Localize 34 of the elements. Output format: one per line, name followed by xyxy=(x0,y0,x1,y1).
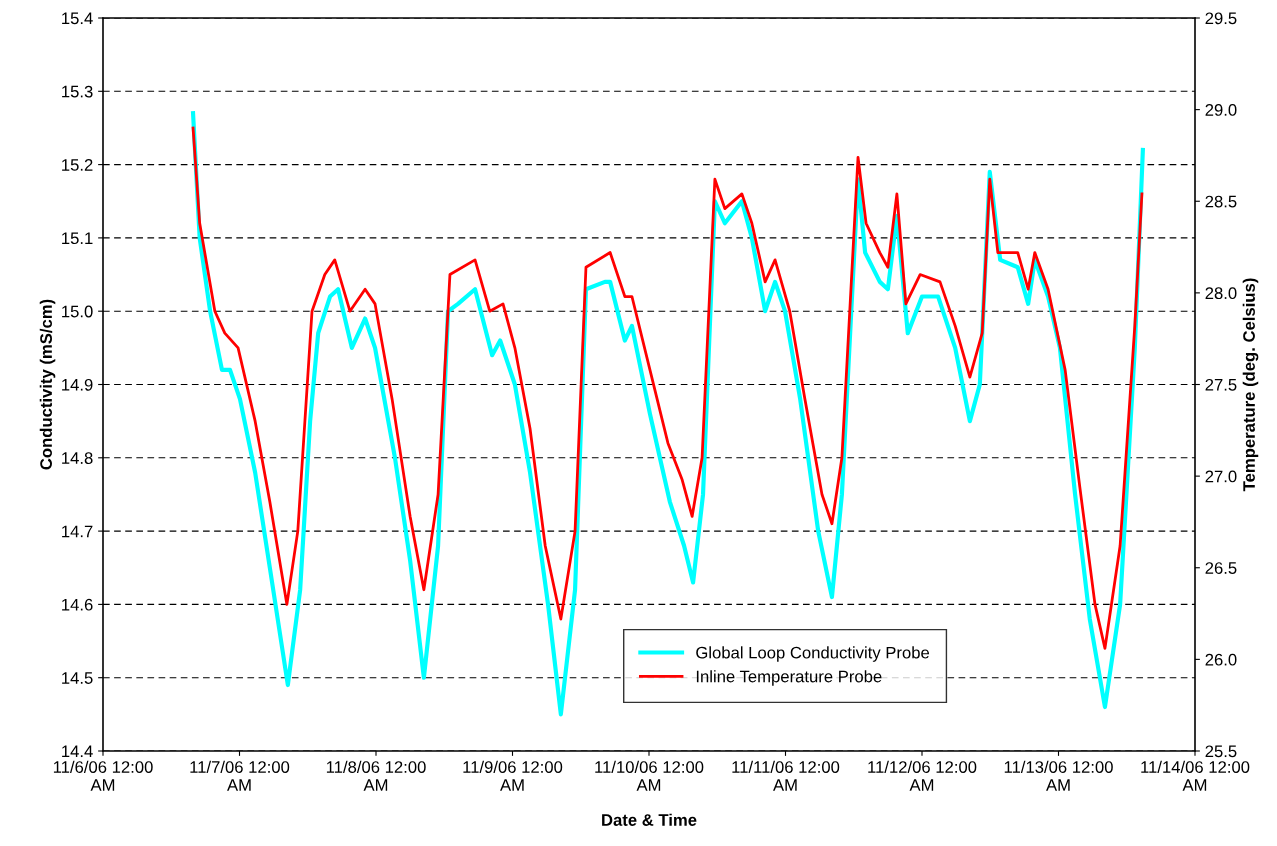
y-tick-label: 14.6 xyxy=(62,598,93,611)
y2-tick-label: 27.0 xyxy=(1205,470,1237,483)
y-tick-label: 14.4 xyxy=(62,745,93,758)
y2-tick-label: 28.5 xyxy=(1205,195,1237,208)
y-tick-label: 14.9 xyxy=(62,378,93,391)
y2-tick-label: 26.0 xyxy=(1205,653,1237,666)
y2-tick-label: 26.5 xyxy=(1205,562,1237,574)
legend-label: Global Loop Conductivity Probe xyxy=(696,646,930,662)
y-tick-label: 15.2 xyxy=(62,159,93,171)
y2-tick-label: 29.5 xyxy=(1205,12,1237,25)
x-axis-title: Date & Time xyxy=(602,813,697,826)
y-tick-label: 14.8 xyxy=(62,452,93,464)
y-axis-title: Conductivity (mS/cm) xyxy=(39,299,56,470)
y-tick-label: 15.0 xyxy=(62,305,93,318)
y-tick-label: 15.4 xyxy=(62,12,93,25)
x-tick-label: 11/11/06 12:00 AM xyxy=(732,760,840,791)
x-tick-label: 11/10/06 12:00 AM xyxy=(595,760,704,791)
y2-axis-title: Temperature (deg. Celsius) xyxy=(1242,278,1259,492)
y-tick-label: 14.5 xyxy=(62,672,93,684)
y-tick-label: 14.7 xyxy=(62,525,93,538)
y2-tick-label: 27.5 xyxy=(1205,378,1237,391)
x-tick-label: 11/13/06 12:00 AM xyxy=(1004,760,1113,791)
x-tick-label: 11/7/06 12:00 AM xyxy=(190,760,290,791)
x-tick-label: 11/14/06 12:00 AM xyxy=(1141,760,1250,791)
y2-tick-label: 29.0 xyxy=(1205,104,1237,116)
y-tick-label: 15.1 xyxy=(62,232,93,245)
x-tick-label: 11/9/06 12:00 AM xyxy=(463,760,563,791)
x-tick-label: 11/8/06 12:00 AM xyxy=(326,760,426,791)
legend-label: Inline Temperature Probe xyxy=(696,670,882,686)
y-tick-label: 15.3 xyxy=(62,85,93,98)
y2-tick-label: 25.5 xyxy=(1205,745,1237,758)
x-tick-label: 11/12/06 12:00 AM xyxy=(868,760,977,791)
y2-tick-label: 28.0 xyxy=(1205,287,1237,300)
x-tick-label: 11/6/06 12:00 AM xyxy=(53,760,153,791)
